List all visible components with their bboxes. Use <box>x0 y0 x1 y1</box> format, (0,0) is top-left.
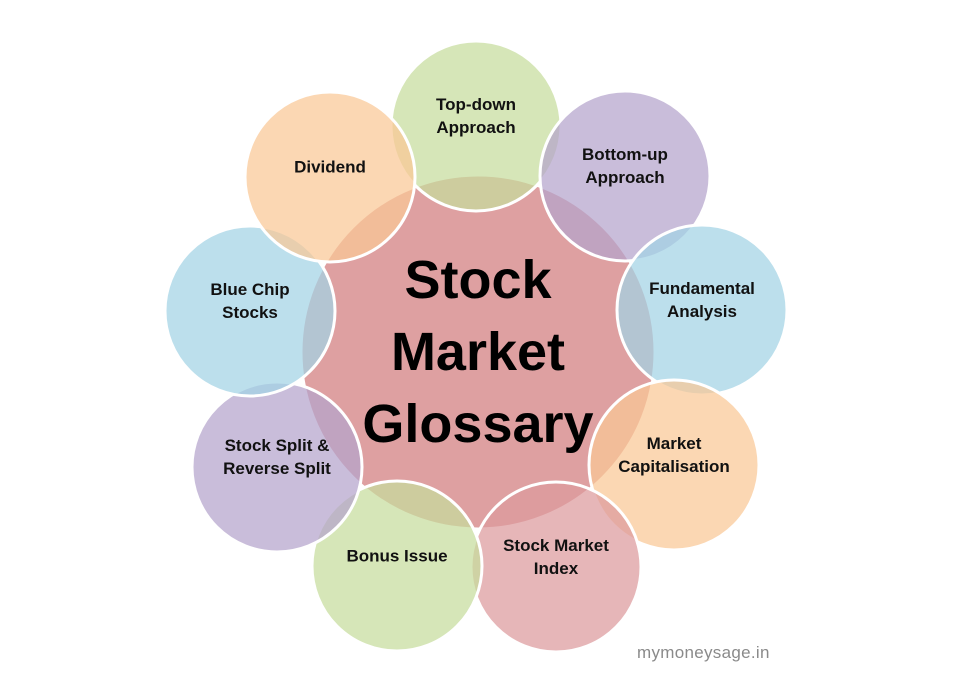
label-stock-split-line: Stock Split & <box>225 436 330 455</box>
label-blue-chip-stocks-line: Blue Chip <box>210 280 289 299</box>
label-bottom-up-approach: Bottom-up Approach <box>582 145 668 187</box>
label-top-down-approach: Top-down Approach <box>436 95 516 137</box>
circle-market-capitalisation <box>587 378 761 552</box>
label-market-capitalisation: Market Capitalisation <box>618 434 729 476</box>
label-blue-chip-stocks: Blue Chip Stocks <box>210 280 289 322</box>
label-bonus-issue-line: Bonus Issue <box>346 547 447 566</box>
label-fundamental-analysis-line: Fundamental <box>649 279 755 298</box>
label-stock-split: Stock Split & Reverse Split <box>223 436 331 478</box>
label-market-capitalisation-line: Market <box>647 434 702 453</box>
center-title-line: Glossary <box>362 394 593 454</box>
label-stock-split-line: Reverse Split <box>223 459 331 478</box>
label-dividend: Dividend <box>294 158 366 177</box>
label-fundamental-analysis-line: Analysis <box>667 302 737 321</box>
label-bottom-up-approach-line: Bottom-up <box>582 145 668 164</box>
label-blue-chip-stocks-line: Stocks <box>222 303 278 322</box>
label-bottom-up-approach-line: Approach <box>585 168 664 187</box>
circle-blue-chip-stocks <box>163 224 337 398</box>
center-title-line: Stock <box>404 250 552 310</box>
label-top-down-approach-line: Approach <box>436 118 515 137</box>
center-title-line: Market <box>391 322 565 382</box>
watermark-text: mymoneysage.in <box>637 643 770 662</box>
label-top-down-approach-line: Top-down <box>436 95 516 114</box>
label-bonus-issue: Bonus Issue <box>346 547 447 566</box>
outer-circles-group: Top-down Approach Bottom-up Approach Fundame… <box>163 39 789 654</box>
circle-bonus-issue <box>310 479 484 653</box>
label-stock-market-index-line: Stock Market <box>503 536 609 555</box>
label-market-capitalisation-line: Capitalisation <box>618 457 729 476</box>
label-dividend-line: Dividend <box>294 158 366 177</box>
label-stock-market-index-line: Index <box>534 559 579 578</box>
circle-dividend <box>243 90 417 264</box>
circle-bottom-up-approach <box>538 89 712 263</box>
label-fundamental-analysis: Fundamental Analysis <box>649 279 755 321</box>
center-title: Stock Market Glossary <box>362 250 593 454</box>
label-stock-market-index: Stock Market Index <box>503 536 609 578</box>
